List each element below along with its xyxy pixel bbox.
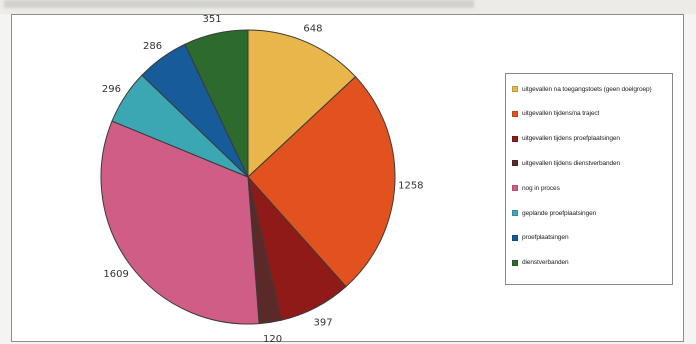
legend-swatch — [512, 234, 518, 241]
legend-label: uitgevallen tijdens/na traject — [522, 110, 600, 118]
legend-item: uitgevallen na toegangstoets (geen doelg… — [512, 84, 652, 94]
legend-swatch — [512, 86, 518, 92]
legend-swatch — [512, 135, 518, 142]
legend-swatch — [512, 185, 518, 192]
legend-label: nog in proces — [522, 184, 560, 192]
legend-label: proefplaatsingen — [522, 234, 569, 242]
legend-swatch — [512, 160, 518, 167]
legend-item: uitgevallen tijdens proefplaatsingen — [512, 134, 620, 144]
data-label: 296 — [102, 84, 121, 95]
pie-slice — [184, 29, 249, 178]
data-label: 286 — [143, 41, 162, 52]
legend-swatch — [512, 210, 518, 216]
pie-slice — [247, 76, 396, 288]
legend-swatch — [512, 259, 518, 266]
chart-legend: uitgevallen na toegangstoets (geen doelg… — [505, 73, 673, 285]
data-label: 648 — [303, 24, 322, 35]
data-label: 1609 — [103, 269, 128, 280]
legend-label: uitgevallen tijdens proefplaatsingen — [522, 135, 620, 143]
legend-label: uitgevallen na toegangstoets (geen doelg… — [522, 85, 652, 93]
pie-slice — [100, 120, 260, 325]
legend-item: geplande proefplaatsingen — [512, 208, 596, 218]
legend-item: dienstverbanden — [512, 258, 569, 268]
legend-swatch — [512, 110, 518, 117]
data-label: 397 — [313, 318, 332, 329]
legend-item: uitgevallen tijdens dienstverbanden — [512, 158, 620, 168]
legend-label: geplande proefplaatsingen — [522, 209, 597, 217]
pie-slice — [247, 29, 357, 179]
legend-item: proefplaatsingen — [512, 233, 569, 243]
legend-item: uitgevallen tijdens/na traject — [512, 109, 599, 119]
legend-label: dienstverbanden — [522, 259, 569, 267]
data-label: 351 — [203, 14, 222, 25]
data-label: 120 — [263, 334, 282, 344]
top-strip — [0, 0, 696, 14]
data-label: 1258 — [398, 180, 423, 191]
blurred-caption — [4, 0, 474, 8]
legend-item: nog in proces — [512, 183, 560, 193]
legend-label: uitgevallen tijdens dienstverbanden — [522, 159, 621, 167]
